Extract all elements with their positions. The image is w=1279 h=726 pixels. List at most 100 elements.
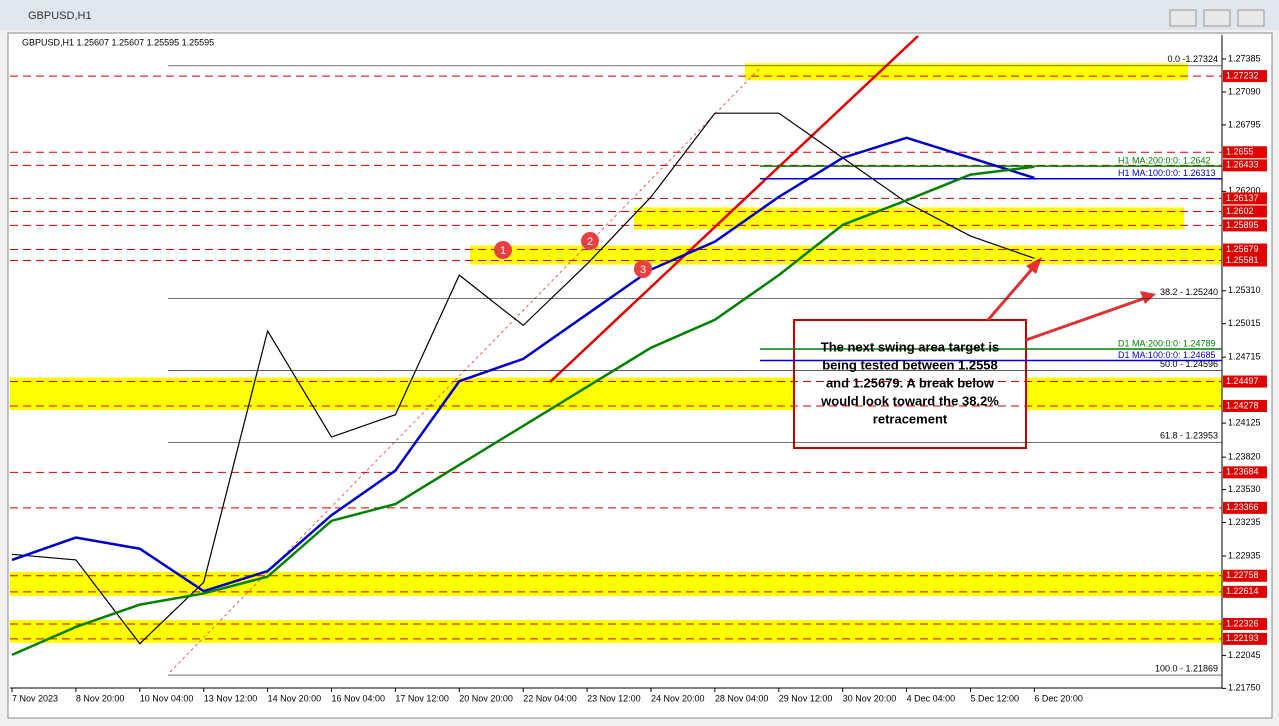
annotation-text: being tested between 1.2558 (822, 357, 998, 372)
level-tag (1223, 70, 1267, 83)
x-tick-label: 23 Nov 12:00 (587, 693, 641, 703)
fib-label: 61.8 - 1.23953 (1160, 431, 1218, 441)
y-tick-label: 1.23235 (1228, 517, 1261, 527)
level-tag (1223, 618, 1267, 631)
annotation-text: retracement (873, 411, 948, 426)
x-tick-label: 30 Nov 20:00 (843, 693, 897, 703)
y-tick-label: 1.26200 (1228, 186, 1261, 196)
x-tick-label: 8 Nov 20:00 (76, 693, 125, 703)
chart-frame (7, 32, 1273, 719)
fib-label: 0.0 -1.27324 (1167, 54, 1218, 64)
x-tick-label: 24 Nov 20:00 (651, 693, 705, 703)
x-tick-label: 14 Nov 20:00 (268, 693, 322, 703)
level-tag (1223, 375, 1267, 388)
level-label: 1.24497 (1226, 376, 1259, 386)
support-zone (470, 245, 1222, 265)
ma-line (11, 136, 1035, 593)
ma-label: D1 MA:100:0:0: 1.24685 (1118, 350, 1216, 360)
level-tag (1223, 501, 1267, 514)
annotation-text: The next swing area target is (821, 339, 999, 354)
y-tick-label: 1.23530 (1228, 484, 1261, 494)
level-tag (1223, 243, 1267, 256)
y-tick-label: 1.21750 (1228, 683, 1261, 693)
level-tag (1223, 159, 1267, 172)
ma-label: H1 MA:100:0:0: 1.26313 (1118, 168, 1216, 178)
level-label: 1.26137 (1226, 193, 1259, 203)
level-label: 1.24278 (1226, 400, 1259, 410)
level-label: 1.23684 (1226, 467, 1259, 477)
level-tag (1223, 219, 1267, 232)
marker (634, 260, 652, 278)
arrow (1025, 295, 1149, 342)
x-tick-label: 22 Nov 04:00 (523, 693, 577, 703)
x-tick-label: 17 Nov 12:00 (395, 693, 449, 703)
level-label: 1.22193 (1226, 633, 1259, 643)
level-label: 1.27232 (1226, 70, 1259, 80)
fib-label: 50.0 - 1.24596 (1160, 359, 1218, 369)
y-tick-label: 1.26795 (1228, 119, 1261, 129)
fib-label: 100.0 - 1.21869 (1155, 663, 1218, 673)
marker (581, 232, 599, 250)
level-tag (1223, 192, 1267, 205)
level-label: 1.26433 (1226, 160, 1259, 170)
y-tick-label: 1.22935 (1228, 550, 1261, 560)
x-tick-label: 4 Dec 04:00 (907, 693, 956, 703)
level-tag (1223, 146, 1267, 159)
close-button[interactable] (1237, 9, 1265, 27)
level-label: 1.22326 (1226, 618, 1259, 628)
x-tick-label: 16 Nov 04:00 (332, 693, 386, 703)
window-title: GBPUSD,H1 (28, 10, 92, 22)
y-tick-label: 1.25015 (1228, 318, 1261, 328)
price-line (11, 112, 1035, 645)
x-tick-label: 28 Nov 04:00 (715, 693, 769, 703)
trend-line (549, 35, 919, 383)
fib-label: 38.2 - 1.25240 (1160, 287, 1218, 297)
support-zone (634, 207, 1184, 230)
marker-label: 1 (500, 245, 506, 257)
minimize-button[interactable] (1169, 9, 1197, 27)
annotation-text: would look toward the 38.2% (820, 393, 999, 408)
level-tag (1223, 585, 1267, 598)
support-zone (10, 377, 1222, 411)
y-tick-label: 1.27090 (1228, 86, 1261, 96)
level-label: 1.25679 (1226, 244, 1259, 254)
level-label: 1.23366 (1226, 502, 1259, 512)
arrow (986, 261, 1040, 321)
level-label: 1.2655 (1226, 147, 1254, 157)
support-zone (10, 620, 1222, 643)
level-tag (1223, 205, 1267, 218)
arrow-head (1026, 257, 1042, 274)
y-tick-label: 1.25310 (1228, 285, 1261, 295)
annotation-text: and 1.25679. A break below (826, 375, 995, 390)
chart-header: GBPUSD,H1 1.25607 1.25607 1.25595 1.2559… (22, 37, 214, 47)
level-label: 1.22758 (1226, 570, 1259, 580)
x-tick-label: 10 Nov 04:00 (140, 693, 194, 703)
marker-label: 3 (640, 264, 646, 276)
level-label: 1.2602 (1226, 206, 1254, 216)
annotation-box (793, 319, 1027, 449)
y-tick-label: 1.23820 (1228, 452, 1261, 462)
level-tag (1223, 254, 1267, 267)
y-tick-label: 1.27385 (1228, 53, 1261, 63)
x-tick-label: 13 Nov 12:00 (204, 693, 258, 703)
arrow-head (1140, 291, 1156, 304)
level-label: 1.22614 (1226, 586, 1259, 596)
maximize-button[interactable] (1203, 9, 1231, 27)
level-label: 1.25895 (1226, 220, 1259, 230)
x-tick-label: 5 Dec 12:00 (971, 693, 1020, 703)
level-tag (1223, 400, 1267, 413)
y-tick-label: 1.22045 (1228, 650, 1261, 660)
x-tick-label: 6 Dec 20:00 (1034, 693, 1083, 703)
x-tick-label: 20 Nov 20:00 (459, 693, 513, 703)
marker-label: 2 (587, 236, 593, 248)
level-tag (1223, 632, 1267, 645)
level-tag (1223, 466, 1267, 479)
title-bar (0, 0, 1279, 30)
marker (494, 241, 512, 259)
ma-label: H1 MA:200:0:0: 1.2642 (1118, 155, 1211, 165)
x-tick-label: 29 Nov 12:00 (779, 693, 833, 703)
level-tag (1223, 569, 1267, 582)
x-tick-label: 7 Nov 2023 (12, 693, 58, 703)
